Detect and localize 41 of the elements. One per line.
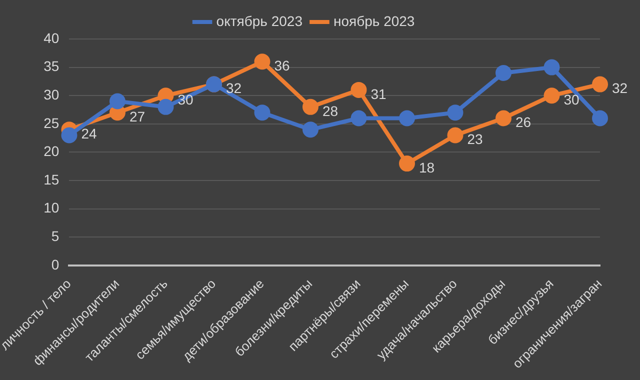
y-tick-label: 10 bbox=[44, 200, 60, 216]
y-tick-label: 20 bbox=[44, 143, 60, 160]
data-label: 24 bbox=[81, 125, 98, 142]
data-label: 32 bbox=[612, 80, 628, 96]
point bbox=[61, 127, 78, 144]
point bbox=[447, 104, 464, 121]
point bbox=[158, 98, 174, 115]
point bbox=[398, 156, 415, 172]
point bbox=[302, 122, 318, 138]
point bbox=[592, 110, 608, 126]
point bbox=[109, 93, 126, 110]
data-label: 27 bbox=[129, 108, 146, 124]
legend-label: ноябрь 2023 bbox=[333, 12, 415, 29]
point bbox=[544, 59, 560, 76]
point bbox=[495, 110, 512, 126]
point bbox=[447, 127, 464, 144]
point bbox=[592, 76, 608, 92]
point bbox=[254, 54, 270, 70]
y-tick-label: 40 bbox=[44, 30, 60, 46]
y-tick-label: 15 bbox=[44, 171, 60, 188]
point bbox=[398, 110, 415, 126]
y-tick-label: 30 bbox=[44, 86, 60, 102]
point bbox=[302, 98, 318, 115]
y-tick-label: 35 bbox=[44, 58, 60, 74]
data-label: 31 bbox=[370, 86, 387, 102]
legend-label: октябрь 2023 bbox=[216, 12, 303, 29]
point bbox=[350, 82, 367, 98]
point bbox=[544, 88, 560, 104]
data-label: 30 bbox=[564, 91, 580, 108]
data-label: 28 bbox=[322, 102, 338, 119]
data-label: 23 bbox=[467, 131, 484, 148]
point bbox=[495, 64, 512, 81]
data-label: 32 bbox=[226, 80, 242, 96]
point bbox=[350, 110, 367, 126]
y-tick-label: 5 bbox=[51, 228, 60, 244]
point bbox=[254, 104, 270, 121]
data-label: 36 bbox=[274, 58, 290, 74]
data-label: 18 bbox=[418, 159, 435, 176]
data-label: 26 bbox=[515, 114, 532, 130]
y-tick-label: 0 bbox=[51, 256, 60, 272]
y-tick-label: 25 bbox=[44, 114, 60, 131]
